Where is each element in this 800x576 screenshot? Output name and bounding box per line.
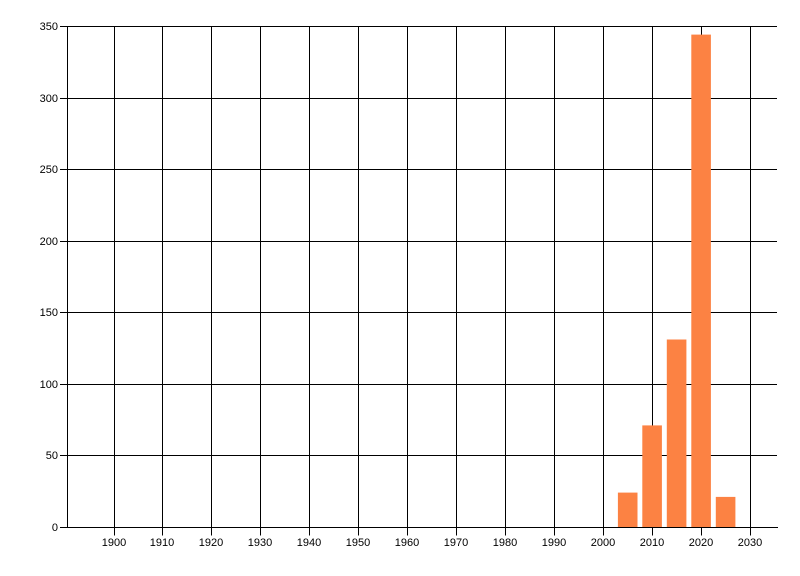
x-tick-label: 2020 <box>689 537 713 549</box>
x-tick-label: 1900 <box>102 537 126 549</box>
y-tick-label: 50 <box>46 450 58 462</box>
x-tick-label: 1970 <box>444 537 468 549</box>
y-tick-label: 0 <box>52 522 58 534</box>
x-tick-label: 1980 <box>493 537 517 549</box>
bar <box>617 492 638 527</box>
x-tick-label: 1960 <box>395 537 419 549</box>
x-tick-label: 1950 <box>346 537 370 549</box>
x-tick-label: 2000 <box>591 537 615 549</box>
x-tick-label: 2030 <box>738 537 762 549</box>
bar <box>642 425 662 527</box>
x-tick-label: 1990 <box>542 537 566 549</box>
y-tick-label: 300 <box>40 93 58 105</box>
y-tick-label: 250 <box>40 164 58 176</box>
x-tick-label: 1940 <box>297 537 321 549</box>
x-tick-label: 2010 <box>640 537 664 549</box>
y-tick-label: 150 <box>40 307 58 319</box>
x-tick-label: 1920 <box>199 537 223 549</box>
y-tick-label: 100 <box>40 379 58 391</box>
bar <box>715 496 736 527</box>
bar <box>691 34 711 527</box>
y-tick-label: 350 <box>40 21 58 33</box>
bar <box>666 339 687 527</box>
x-tick-label: 1930 <box>248 537 272 549</box>
y-tick-label: 200 <box>40 236 58 248</box>
x-tick-label: 1910 <box>150 537 174 549</box>
